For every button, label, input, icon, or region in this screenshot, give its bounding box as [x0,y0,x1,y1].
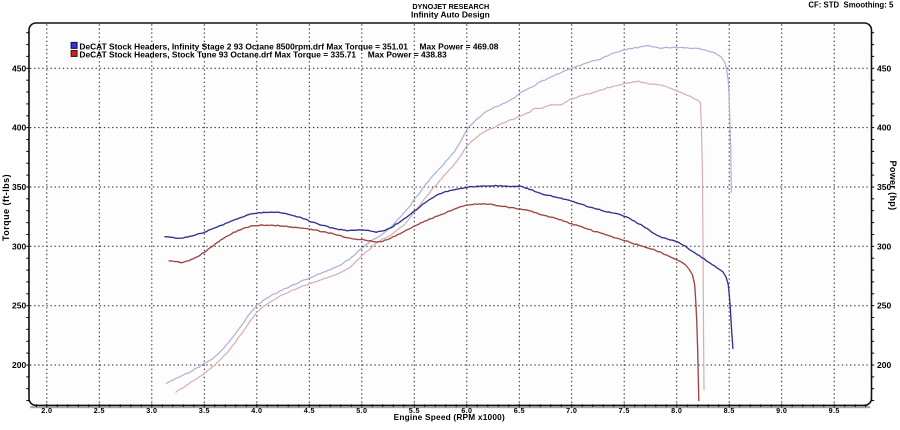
svg-text:4.0: 4.0 [251,406,262,415]
svg-text:Engine Speed (RPM x1000): Engine Speed (RPM x1000) [394,412,505,422]
svg-text:9.5: 9.5 [829,406,840,415]
svg-text:250: 250 [12,301,26,311]
svg-text:DYNOJET RESEARCH: DYNOJET RESEARCH [412,2,489,11]
svg-text:350: 350 [877,182,891,192]
svg-text:8.5: 8.5 [724,406,735,415]
svg-text:Infinity Auto Design: Infinity Auto Design [411,10,490,20]
svg-text:2.0: 2.0 [41,406,52,415]
svg-text:DeCAT Stock Headers, Stock Tun: DeCAT Stock Headers, Stock Tune 93 Octan… [79,49,447,59]
svg-text:CF: STD Smoothing: 5: CF: STD Smoothing: 5 [808,1,894,10]
svg-text:Power (hp): Power (hp) [888,161,898,211]
svg-text:5.5: 5.5 [409,406,420,415]
svg-text:2.5: 2.5 [94,406,105,415]
svg-text:200: 200 [12,360,26,370]
svg-text:350: 350 [12,182,26,192]
svg-text:5.0: 5.0 [356,406,367,415]
svg-text:400: 400 [12,123,26,133]
svg-text:400: 400 [877,123,891,133]
svg-text:250: 250 [877,301,891,311]
svg-text:6.0: 6.0 [461,406,472,415]
svg-text:300: 300 [12,241,26,251]
svg-text:7.5: 7.5 [619,406,630,415]
svg-text:4.5: 4.5 [304,406,315,415]
svg-text:450: 450 [12,63,26,73]
svg-text:6.5: 6.5 [514,406,525,415]
svg-text:3.5: 3.5 [199,406,210,415]
svg-text:DeCAT Stock Headers, Infinity: DeCAT Stock Headers, Infinity Stage 2 93… [79,41,498,51]
svg-text:7.0: 7.0 [566,406,577,415]
svg-text:3.0: 3.0 [146,406,157,415]
svg-text:9.0: 9.0 [776,406,787,415]
svg-text:8.0: 8.0 [671,406,682,415]
svg-text:200: 200 [877,360,891,370]
svg-text:450: 450 [877,63,891,73]
svg-text:300: 300 [877,241,891,251]
svg-text:Torque (ft-lbs): Torque (ft-lbs) [1,174,11,241]
